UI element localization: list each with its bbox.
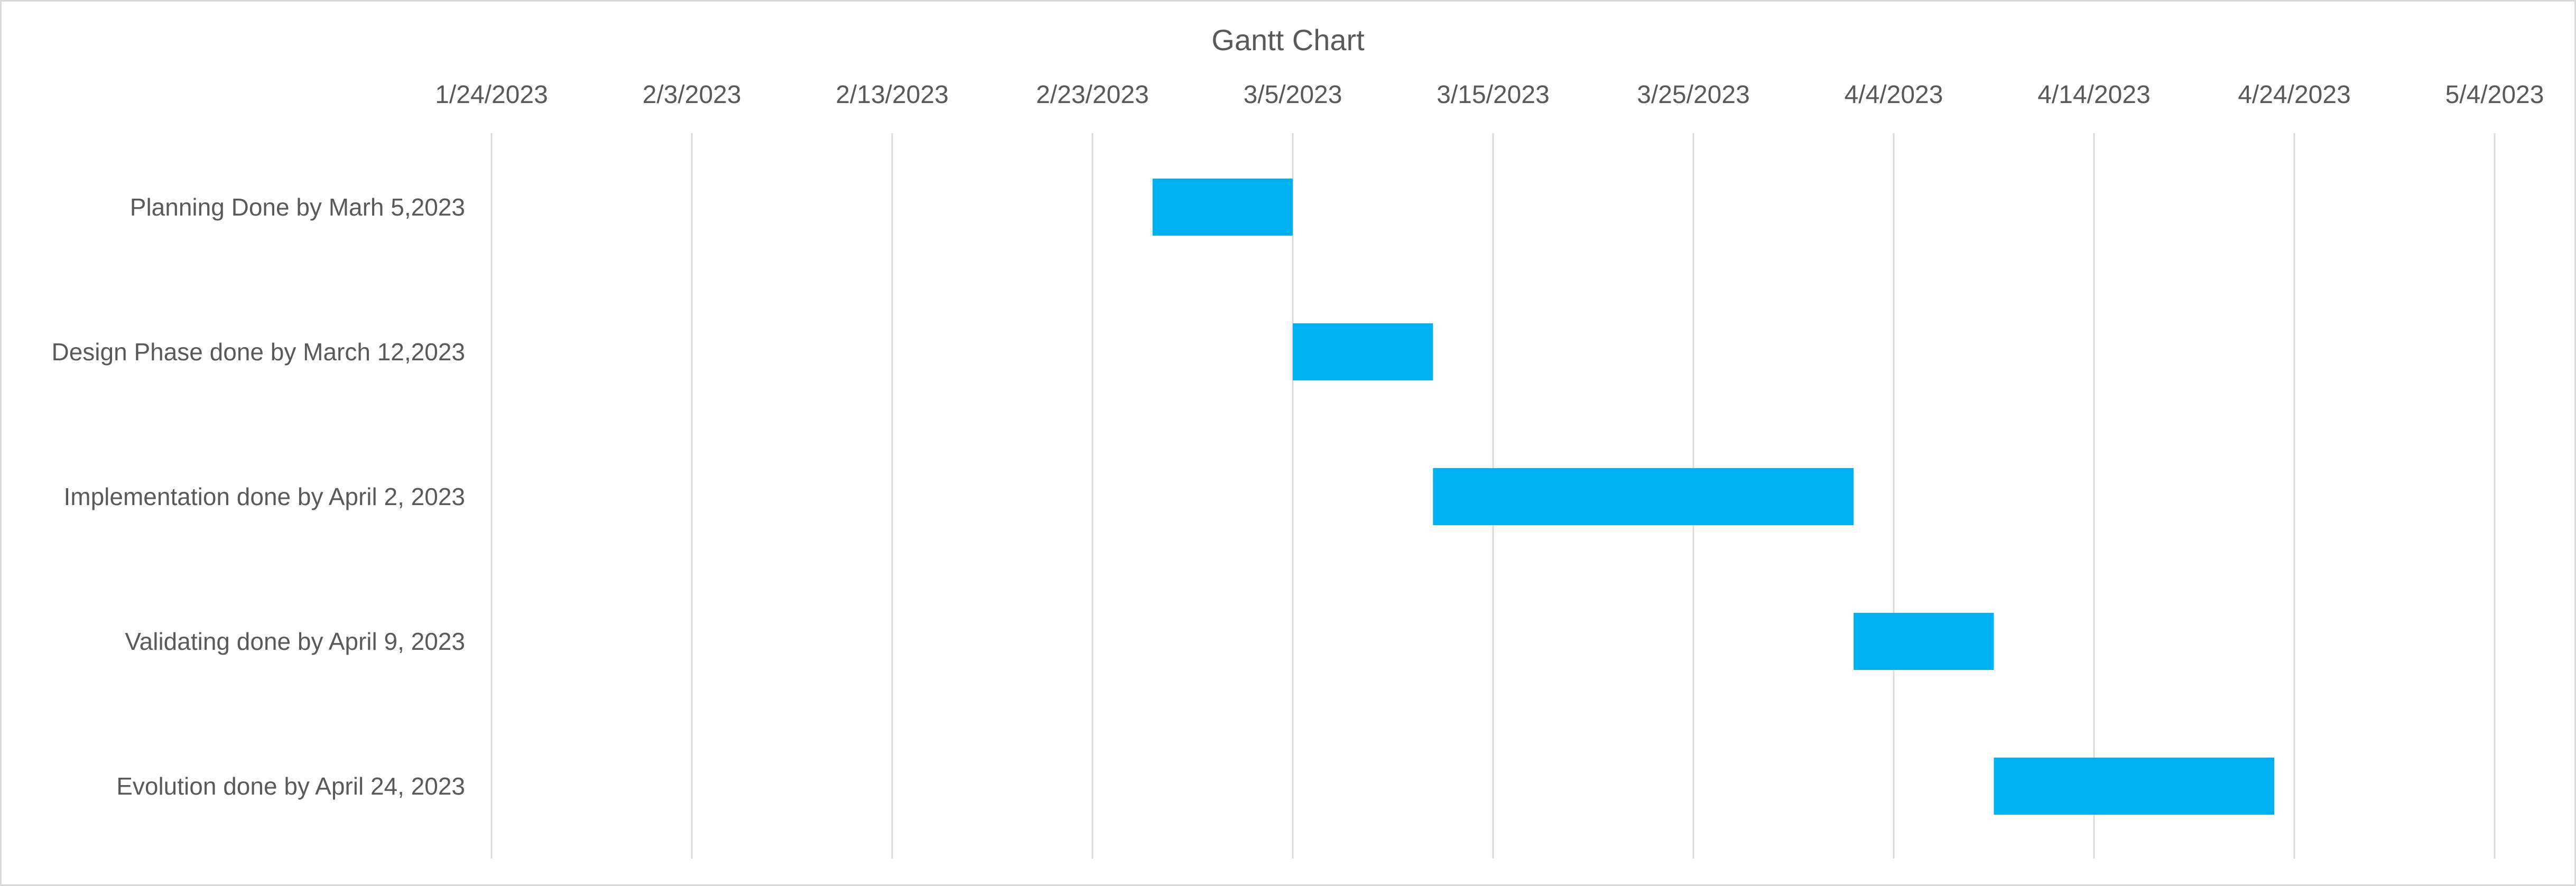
task-bar <box>1994 758 2275 815</box>
task-label: Design Phase done by March 12,2023 <box>51 338 465 366</box>
x-tick-label: 4/24/2023 <box>2238 81 2351 109</box>
task-bar <box>1433 468 1854 525</box>
x-tick-label: 2/13/2023 <box>836 81 949 109</box>
x-tick-label: 5/4/2023 <box>2445 81 2544 109</box>
task-bars <box>1152 179 2275 815</box>
task-bar <box>1293 323 1433 380</box>
task-label: Planning Done by Marh 5,2023 <box>130 193 465 221</box>
x-tick-label: 4/14/2023 <box>2037 81 2151 109</box>
task-label: Implementation done by April 2, 2023 <box>64 483 466 510</box>
category-labels: Planning Done by Marh 5,2023 Design Phase… <box>51 193 465 800</box>
task-bar <box>1152 179 1293 236</box>
x-tick-label: 1/24/2023 <box>435 81 548 109</box>
x-tick-label: 4/4/2023 <box>1845 81 1943 109</box>
x-tick-label: 2/3/2023 <box>643 81 742 109</box>
task-bar <box>1854 613 1994 670</box>
task-label: Evolution done by April 24, 2023 <box>116 772 465 800</box>
x-tick-label: 3/5/2023 <box>1244 81 1342 109</box>
x-axis-ticks: 1/24/2023 2/3/2023 2/13/2023 2/23/2023 3/5/2… <box>435 81 2544 109</box>
task-label: Validating done by April 9, 2023 <box>125 628 465 655</box>
chart-title: Gantt Chart <box>1211 23 1365 57</box>
x-tick-label: 3/25/2023 <box>1637 81 1750 109</box>
x-tick-label: 3/15/2023 <box>1437 81 1550 109</box>
x-tick-label: 2/23/2023 <box>1036 81 1149 109</box>
